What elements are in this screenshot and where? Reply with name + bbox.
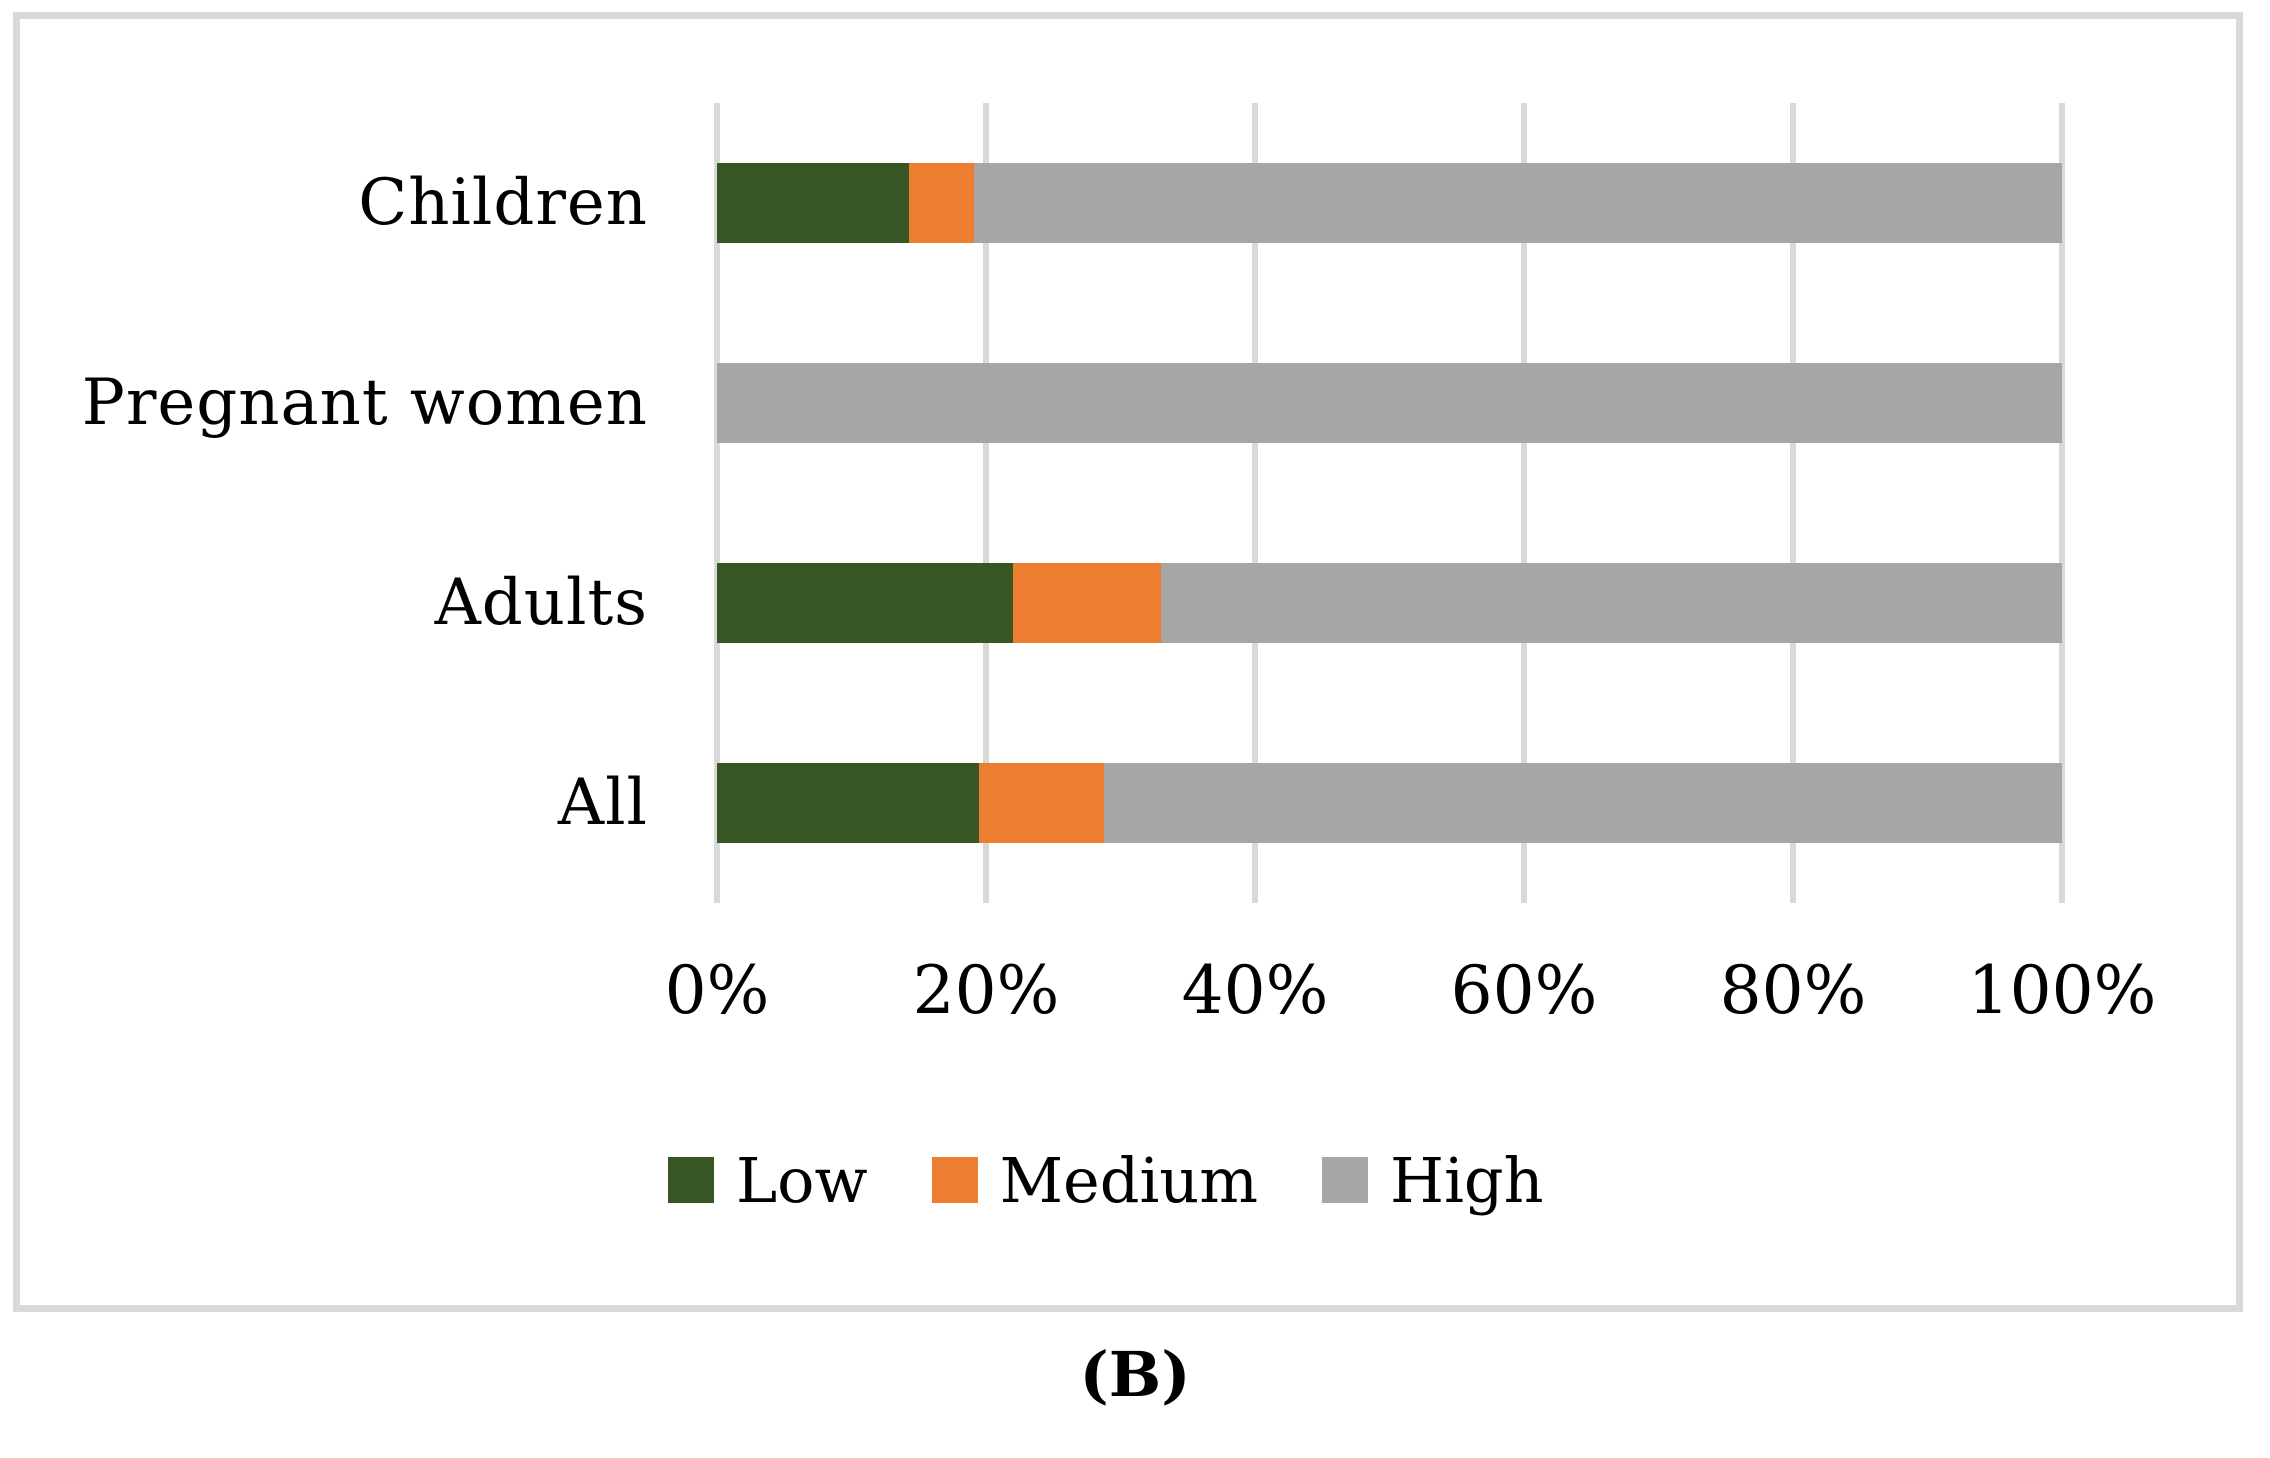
gridline-40	[1252, 103, 1258, 903]
value-axis-labels: 0% 20% 40% 60% 80% 100%	[665, 952, 2157, 1052]
bar-row-all	[717, 763, 2062, 843]
legend-item-high: High	[1322, 1144, 1544, 1217]
bar-segment-medium-all	[979, 763, 1105, 843]
bar-segment-low-children	[717, 163, 910, 243]
legend: Low Medium High	[668, 1144, 1544, 1217]
gridline-60	[1521, 103, 1527, 903]
legend-swatch-high	[1322, 1157, 1368, 1203]
legend-swatch-low	[668, 1157, 714, 1203]
bar-segment-high-all	[1104, 763, 2062, 843]
legend-label-high: High	[1390, 1143, 1544, 1217]
legend-item-medium: Medium	[931, 1143, 1258, 1217]
bar-row-pregnant-women	[717, 363, 2062, 443]
bar-segment-low-all	[717, 763, 980, 843]
category-axis-labels: Children Pregnant women Adults All	[0, 103, 648, 903]
plot-area	[714, 103, 2065, 903]
bar-segment-low-adults	[717, 563, 1013, 643]
bar-segment-medium-adults	[1012, 563, 1161, 643]
x-tick-label-100: 100%	[1967, 952, 2157, 1029]
gridline-20	[983, 103, 989, 903]
x-tick-label-0: 0%	[664, 952, 770, 1029]
bar-segment-high-pregnant-women	[717, 363, 2062, 443]
category-label-all: All	[557, 766, 648, 840]
legend-label-medium: Medium	[999, 1143, 1258, 1217]
gridline-100	[2059, 103, 2065, 903]
x-tick-label-80: 80%	[1719, 952, 1867, 1029]
bar-segment-high-children	[973, 163, 2062, 243]
legend-label-low: Low	[736, 1143, 868, 1217]
legend-item-low: Low	[668, 1144, 868, 1217]
category-label-adults: Adults	[434, 566, 648, 640]
gridline-80	[1790, 103, 1796, 903]
x-tick-label-40: 40%	[1181, 952, 1329, 1029]
bar-segment-medium-children	[909, 163, 974, 243]
figure-caption: (B)	[1079, 1338, 1191, 1411]
bar-segment-high-adults	[1160, 563, 2062, 643]
category-label-children: Children	[358, 166, 648, 240]
gridline-0	[714, 103, 720, 903]
x-tick-label-60: 60%	[1450, 952, 1598, 1029]
legend-swatch-medium	[931, 1157, 978, 1203]
bar-row-children	[717, 163, 2062, 243]
bar-row-adults	[717, 563, 2062, 643]
x-tick-label-20: 20%	[912, 952, 1060, 1029]
category-label-pregnant-women: Pregnant women	[81, 366, 648, 440]
